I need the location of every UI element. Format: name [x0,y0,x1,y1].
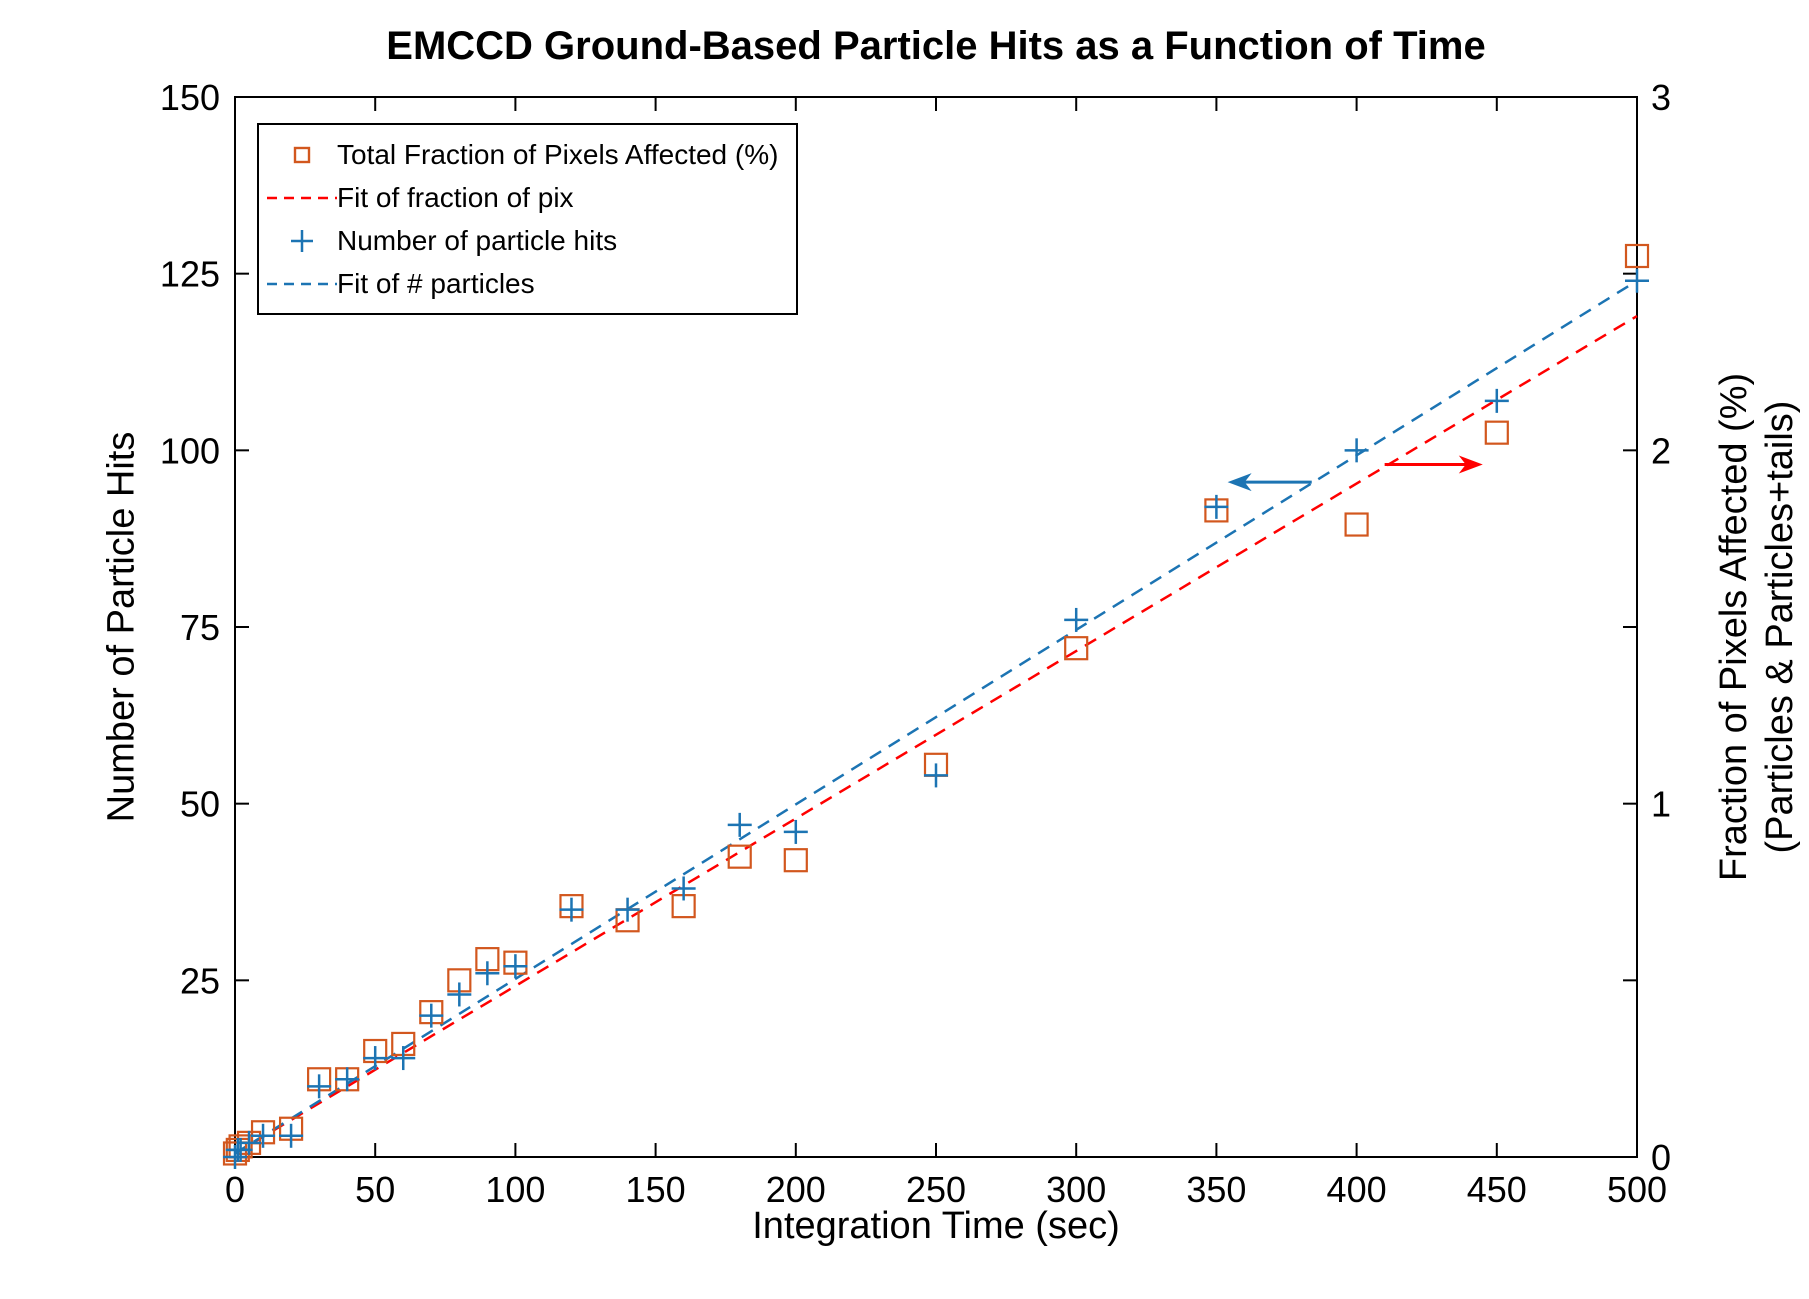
x-tick-label: 100 [485,1169,545,1210]
legend-marker-plus [267,228,337,254]
scatter-point-plus [419,1003,444,1028]
scatter-point-plus [1204,494,1229,519]
scatter-point-plus [1344,438,1369,463]
legend-entry-label: Total Fraction of Pixels Affected (%) [337,138,779,170]
legend-entry-label: Fit of # particles [337,267,535,299]
y-left-tick-label: 125 [160,254,220,295]
scatter-point-plus [615,897,640,922]
y-axis-label-right: Fraction of Pixels Affected (%) (Particl… [1711,373,1803,881]
legend-entry-label: Number of particle hits [337,224,618,256]
y-right-tick-label: 1 [1651,784,1671,825]
arrow-head [1458,455,1483,474]
legend-marker-square [267,144,337,166]
x-tick-label: 150 [626,1169,686,1210]
scatter-point-square [727,844,752,869]
legend: Total Fraction of Pixels Affected (%) Fi… [257,123,799,315]
x-tick-label: 0 [225,1169,245,1210]
y-axis-label-right-line2: (Particles & Particles+tails) [1759,400,1801,854]
chart-title: EMCCD Ground-Based Particle Hits as a Fu… [386,24,1486,68]
scatter-point-plus [1625,268,1649,293]
scatter-point-square [1344,512,1369,537]
scatter-point-square [1484,420,1509,445]
scatter-point-plus [307,1074,332,1099]
scatter-point-square [1064,636,1089,661]
scatter-point-plus [237,1130,262,1155]
x-tick-label: 300 [1046,1169,1106,1210]
x-axis-label: Integration Time (sec) [752,1205,1120,1247]
scatter-point-plus [1484,388,1509,413]
scatter-point-plus [924,763,948,788]
x-tick-label: 400 [1327,1169,1387,1210]
x-tick-label: 50 [355,1169,395,1210]
y-left-tick-label: 100 [160,430,220,471]
legend-marker-dashed-line [267,280,337,288]
scatter-point-plus [783,819,808,844]
legend-entry-label: Fit of fraction of pix [337,181,574,213]
scatter-point-plus [363,1046,388,1071]
scatter-point-square [783,848,808,873]
legend-entry: Fit of # particles [267,262,778,305]
y-left-tick-label: 50 [180,784,220,825]
scatter-point-plus [503,954,528,979]
fit-line [234,279,1638,1155]
y-right-tick-label: 0 [1651,1137,1671,1178]
fit-line [234,314,1638,1155]
legend-entry: Fit of fraction of pix [267,176,778,219]
x-tick-label: 250 [906,1169,966,1210]
scatter-point-plus [475,961,500,986]
y-left-tick-label: 150 [160,77,220,118]
legend-marker-dashed-line [267,194,337,202]
x-tick-label: 200 [766,1169,826,1210]
scatter-point-plus [559,897,584,922]
scatter-point-plus [727,812,752,837]
scatter-point-plus [671,876,696,901]
x-tick-label: 500 [1607,1169,1667,1210]
y-axis-label-right-line1: Fraction of Pixels Affected (%) [1713,372,1755,882]
y-right-tick-label: 3 [1651,77,1671,118]
legend-entry: Number of particle hits [267,219,778,262]
legend-entry: Total Fraction of Pixels Affected (%) [267,133,778,176]
scatter-point-plus [391,1046,416,1071]
x-tick-label: 350 [1186,1169,1246,1210]
scatter-point-plus [335,1067,360,1092]
y-left-tick-label: 25 [180,960,220,1001]
scatter-point-square [1624,243,1650,269]
x-tick-label: 450 [1467,1169,1527,1210]
scatter-point-plus [447,982,472,1007]
scatter-point-plus [1064,607,1089,632]
arrow-head [1227,473,1252,492]
y-right-tick-label: 2 [1651,430,1671,471]
scatter-point-plus [279,1123,304,1148]
scatter-point-plus [251,1123,276,1148]
y-axis-label-left: Number of Particle Hits [100,431,143,823]
y-left-tick-label: 75 [180,607,220,648]
